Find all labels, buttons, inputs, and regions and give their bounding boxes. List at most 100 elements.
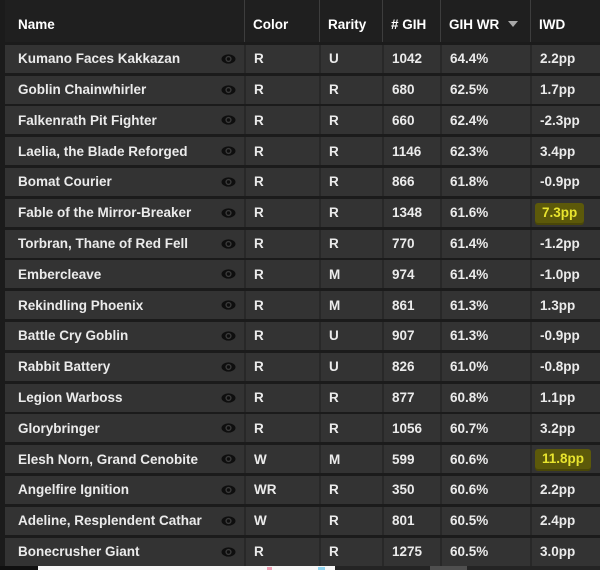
eye-icon[interactable] (219, 328, 237, 344)
column-header-rarity[interactable]: Rarity (319, 0, 382, 42)
iwd-cell: 3.2pp (530, 414, 600, 443)
eye-icon[interactable] (219, 143, 237, 159)
card-name: Legion Warboss (18, 390, 123, 406)
color-cell: R (244, 229, 319, 258)
card-name: Rekindling Phoenix (18, 297, 144, 313)
rarity-cell: R (319, 229, 382, 258)
color-cell: W (244, 445, 319, 474)
iwd-value: 1.7pp (540, 82, 576, 98)
gih-wr-cell: 60.7% (440, 414, 530, 443)
rarity-cell: R (319, 198, 382, 227)
eye-icon[interactable] (219, 297, 237, 313)
rarity-cell: R (319, 414, 382, 443)
bottom-strip-pink-speck (267, 567, 272, 570)
color-cell: R (244, 75, 319, 104)
bottom-strip-dark-segment (0, 566, 38, 570)
column-header-gih-wr-label: GIH WR (449, 16, 500, 32)
card-name-cell: Fable of the Mirror-Breaker (5, 199, 244, 227)
eye-icon[interactable] (219, 420, 237, 436)
table-row: Goblin Chainwhirler R R 680 62.5% 1.7pp (5, 75, 600, 104)
color-cell: R (244, 383, 319, 412)
color-cell: WR (244, 475, 319, 504)
table-row: Bonecrusher Giant R R 1275 60.5% 3.0pp (5, 537, 600, 566)
iwd-value: 3.4pp (540, 143, 576, 159)
iwd-cell: -0.9pp (530, 167, 600, 196)
eye-icon-glyph (221, 54, 235, 64)
table-row: Angelfire Ignition WR R 350 60.6% 2.2pp (5, 475, 600, 504)
color-cell: R (244, 106, 319, 135)
rarity-cell: M (319, 260, 382, 289)
eye-icon[interactable] (219, 236, 237, 252)
card-name-cell: Legion Warboss (5, 384, 244, 412)
eye-icon[interactable] (219, 482, 237, 498)
num-gih-cell: 1348 (382, 198, 440, 227)
eye-icon[interactable] (219, 174, 237, 190)
card-name-cell: Adeline, Resplendent Cathar (5, 507, 244, 535)
card-name-cell: Bomat Courier (5, 168, 244, 196)
iwd-cell: 1.7pp (530, 75, 600, 104)
eye-icon-glyph (221, 516, 235, 526)
eye-icon[interactable] (219, 513, 237, 529)
table-row: Bomat Courier R R 866 61.8% -0.9pp (5, 167, 600, 196)
column-header-gih-wr[interactable]: GIH WR (440, 0, 530, 42)
eye-icon-glyph (221, 300, 235, 310)
iwd-value: 2.4pp (540, 513, 576, 529)
gih-wr-cell: 61.3% (440, 291, 530, 320)
gih-wr-cell: 60.6% (440, 475, 530, 504)
eye-icon-glyph (221, 115, 235, 125)
eye-icon[interactable] (219, 544, 237, 560)
column-header-num-gih[interactable]: # GIH (382, 0, 440, 42)
eye-icon[interactable] (219, 359, 237, 375)
color-cell: R (244, 352, 319, 381)
gih-wr-cell: 60.6% (440, 445, 530, 474)
column-header-name[interactable]: Name (5, 0, 244, 42)
gih-wr-cell: 62.3% (440, 137, 530, 166)
eye-icon[interactable] (219, 266, 237, 282)
eye-icon[interactable] (219, 51, 237, 67)
color-cell: R (244, 260, 319, 289)
num-gih-cell: 350 (382, 475, 440, 504)
color-cell: R (244, 414, 319, 443)
gih-wr-cell: 61.0% (440, 352, 530, 381)
eye-icon[interactable] (219, 390, 237, 406)
card-name: Glorybringer (18, 420, 100, 436)
column-header-iwd-label: IWD (539, 16, 566, 32)
eye-icon[interactable] (219, 82, 237, 98)
eye-icon[interactable] (219, 205, 237, 221)
card-name: Laelia, the Blade Reforged (18, 143, 188, 159)
table-row: Falkenrath Pit Fighter R R 660 62.4% -2.… (5, 106, 600, 135)
table-row: Battle Cry Goblin R U 907 61.3% -0.9pp (5, 321, 600, 350)
card-name-cell: Torbran, Thane of Red Fell (5, 230, 244, 258)
num-gih-cell: 907 (382, 321, 440, 350)
card-name-cell: Goblin Chainwhirler (5, 76, 244, 104)
eye-icon[interactable] (219, 112, 237, 128)
color-cell: R (244, 537, 319, 566)
card-name: Bomat Courier (18, 174, 112, 190)
eye-icon[interactable] (219, 451, 237, 467)
color-cell: R (244, 44, 319, 73)
rarity-cell: R (319, 537, 382, 566)
caret-down-icon (508, 21, 519, 27)
iwd-cell: 3.4pp (530, 137, 600, 166)
color-cell: R (244, 321, 319, 350)
eye-icon-glyph (221, 331, 235, 341)
num-gih-cell: 1056 (382, 414, 440, 443)
iwd-value: 11.8pp (535, 449, 592, 470)
table-row: Adeline, Resplendent Cathar W R 801 60.5… (5, 506, 600, 535)
table-row: Elesh Norn, Grand Cenobite W M 599 60.6%… (5, 445, 600, 474)
column-header-iwd[interactable]: IWD (530, 0, 600, 42)
column-header-color[interactable]: Color (244, 0, 319, 42)
rarity-cell: R (319, 506, 382, 535)
bottom-strip-rest (467, 566, 600, 570)
card-name: Torbran, Thane of Red Fell (18, 236, 189, 252)
gih-wr-cell: 61.3% (440, 321, 530, 350)
iwd-value: 3.2pp (540, 420, 576, 436)
iwd-cell: -2.3pp (530, 106, 600, 135)
rarity-cell: U (319, 44, 382, 73)
card-name-cell: Rabbit Battery (5, 353, 244, 381)
num-gih-cell: 866 (382, 167, 440, 196)
rarity-cell: R (319, 106, 382, 135)
iwd-cell: 1.1pp (530, 383, 600, 412)
iwd-cell: 7.3pp (530, 198, 600, 227)
num-gih-cell: 801 (382, 506, 440, 535)
